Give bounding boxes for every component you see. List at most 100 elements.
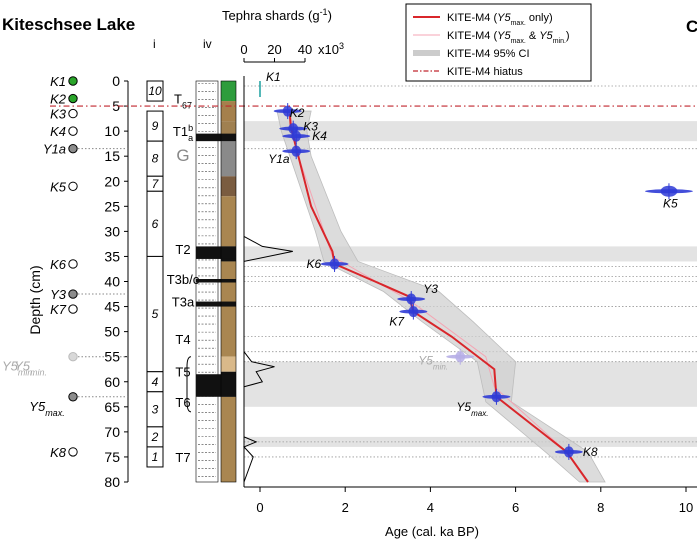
tephra-axis: 0 20 40 x103: [240, 41, 344, 63]
depth-tick-label: 20: [104, 173, 120, 189]
tephra-tick-label: 20: [267, 42, 281, 57]
tephra-layer: [196, 301, 236, 307]
depth-axis: 0 5 10 15 20 25 30 35 40 45 50 55 60 65 70 75 80: [104, 73, 129, 490]
depth-tick-label: 10: [104, 123, 120, 139]
figure-title: Kiteschsee Lake: [2, 15, 135, 34]
tephra-label: G: [176, 146, 189, 165]
depth-tick-label: 45: [104, 299, 120, 315]
unit-box: [146, 446, 164, 468]
tephra-layer: [196, 278, 236, 283]
lithology-layer: [221, 101, 236, 122]
marker-circle: [68, 76, 78, 86]
correlation-band: [244, 361, 697, 407]
superscript: 3: [339, 41, 344, 51]
marker-label: Y3: [50, 287, 67, 302]
date-label: Y1a: [268, 152, 290, 166]
depth-tick-label: 0: [112, 73, 120, 89]
unit-label: 7: [152, 177, 160, 191]
subscript: min.: [433, 362, 448, 371]
depth-tick-label: 25: [104, 198, 120, 214]
unit-label: 6: [152, 217, 159, 231]
tephra-label: T7: [175, 450, 190, 465]
marker-label: K6: [50, 257, 67, 272]
lithology-layer: [221, 261, 236, 357]
age-tick-label: 4: [427, 500, 434, 515]
marker-label: K2: [50, 92, 67, 107]
legend-part: Y5: [497, 12, 511, 24]
lithology-column: [195, 80, 237, 483]
legend-label: KITE-M4 (Y5max. only): [447, 12, 553, 27]
date-label: K1: [266, 70, 281, 84]
legend-label: KITE-M4 (Y5max. & Y5min.): [447, 30, 570, 45]
unit-column: 10 9 8 7 6 5 4 3 2 1: [146, 80, 164, 468]
date-label: K2: [290, 106, 305, 120]
column-header-iv: iv: [203, 37, 212, 51]
lithology-layer: [221, 356, 236, 372]
date-label: K8: [583, 445, 598, 459]
unit-label: 9: [152, 119, 159, 133]
date-label: K4: [312, 129, 327, 143]
column-header-i: i: [153, 37, 156, 51]
subscript: max.: [45, 408, 65, 418]
age-tick-label: 0: [256, 500, 263, 515]
subscript: min.: [30, 368, 47, 378]
tephra-label: T1ab: [173, 123, 193, 143]
panel-letter-partial: C: [686, 17, 697, 36]
unit-label: 8: [152, 152, 159, 166]
lithology-layer: [221, 176, 236, 197]
depth-tick-label: 40: [104, 274, 120, 290]
age-axis-label: Age (cal. ka BP): [385, 524, 479, 539]
tephra-label: T67: [174, 92, 192, 111]
depth-tick-label: 30: [104, 223, 120, 239]
marker-circle: [68, 392, 78, 402]
marker-label: K4: [50, 124, 66, 139]
lithology-frame: [220, 80, 237, 483]
age-tick-label: 10: [679, 500, 693, 515]
depth-tick-label: 65: [104, 399, 120, 415]
tephra-tick-label: 40: [298, 42, 312, 57]
unit-label: 10: [148, 84, 162, 98]
legend-part: only): [526, 12, 553, 24]
model-alt-line: [289, 113, 589, 483]
legend-part: max.: [511, 38, 526, 45]
tephra-layer: [196, 133, 236, 142]
date-label: K3: [303, 120, 318, 134]
marker-label: K5: [50, 179, 67, 194]
marker-circle: [68, 126, 78, 136]
marker-circle: [68, 181, 78, 191]
depth-tick-label: 70: [104, 424, 120, 440]
legend-part: &: [526, 30, 539, 42]
unit-label: 4: [152, 375, 159, 389]
marker-circle: [68, 447, 78, 457]
lithology-layer: [221, 81, 236, 102]
tephra-layer: [196, 374, 236, 397]
unit-box: [146, 80, 164, 102]
marker-circle: [68, 108, 78, 119]
age-tick-label: 2: [342, 500, 349, 515]
age-tick-label: 6: [512, 500, 519, 515]
depth-tick-label: 80: [104, 474, 120, 490]
legend-label: KITE-M4 95% CI: [447, 48, 530, 60]
lithology-layer: [221, 121, 236, 137]
date-label: K7: [389, 315, 405, 329]
legend-part: max.: [511, 20, 526, 27]
legend: KITE-M4 (Y5max. only)KITE-M4 (Y5max. & Y…: [405, 3, 592, 82]
tephra-label: T3a: [172, 295, 195, 310]
marker-label: Y1a: [43, 142, 66, 157]
marker-circle: [68, 289, 78, 299]
unit-label: 5: [152, 307, 159, 321]
correlation-bands: [244, 121, 697, 447]
tephra-labels: T67 T1ab G T2 T3b/c T3a T4 T5 T6 T7: [167, 92, 200, 465]
depth-tick-label: 5: [112, 98, 120, 114]
legend-part: KITE-M4 (: [447, 12, 497, 24]
unit-label: 1: [152, 450, 159, 464]
correlation-band: [244, 246, 697, 262]
lithology-layer: [221, 141, 236, 177]
date-label: Y3: [423, 282, 438, 296]
depth-tick-label: 60: [104, 374, 120, 390]
lithology-layer: [221, 396, 236, 482]
subscript: max.: [471, 408, 488, 417]
marker-label: Y5max.: [29, 399, 64, 418]
age-axis: 0 2 4 6 8 10: [243, 76, 697, 515]
